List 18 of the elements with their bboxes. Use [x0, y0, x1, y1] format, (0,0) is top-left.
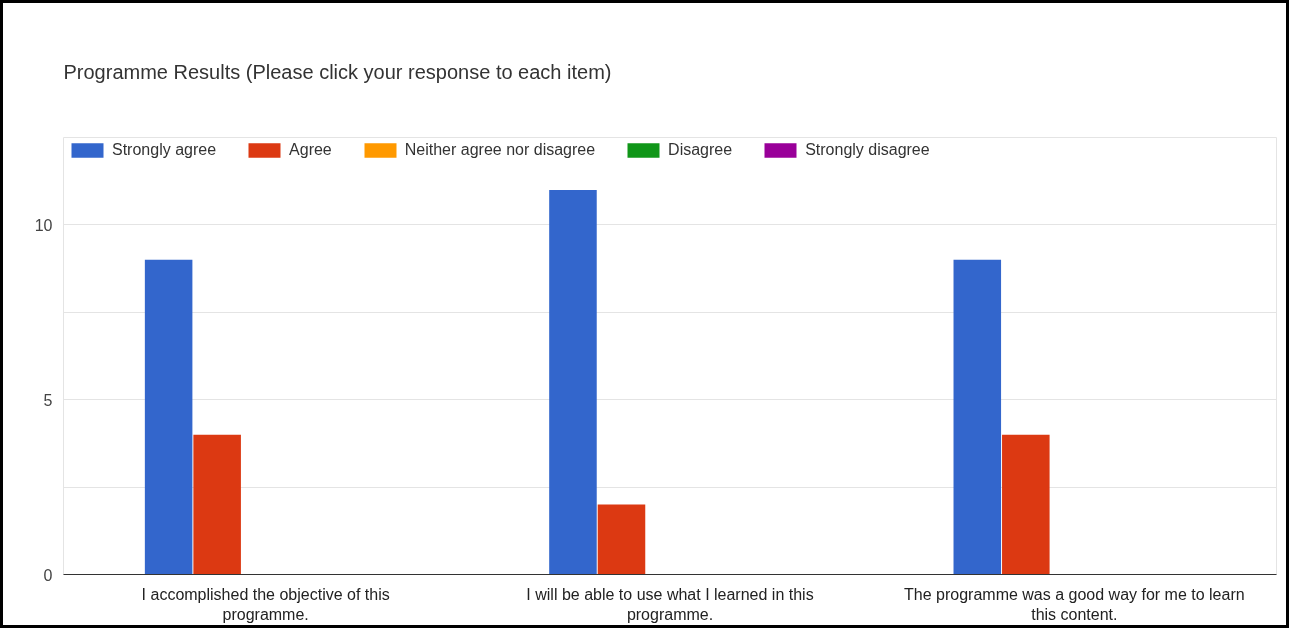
- y-tick-label: 0: [43, 566, 53, 584]
- bar: [953, 259, 1002, 575]
- bar: [1002, 434, 1050, 575]
- legend-label: Neither agree nor disagree: [404, 141, 596, 159]
- y-tick-label: 10: [34, 216, 53, 234]
- legend-label: Strongly disagree: [805, 141, 930, 159]
- chart-title: Programme Results (Please click your response to each item): [63, 60, 612, 83]
- x-tick-label: I will be able to use what I learned in this programme.: [526, 585, 814, 623]
- bar: [193, 434, 241, 575]
- bar: [549, 189, 597, 575]
- y-tick-label: 5: [43, 391, 53, 409]
- x-tick-label: I accomplished the objective of this programme.: [141, 585, 390, 623]
- legend-label: Strongly agree: [112, 141, 217, 159]
- legend-label: Disagree: [668, 141, 733, 159]
- bar: [597, 504, 646, 575]
- legend-label: Agree: [289, 141, 332, 159]
- bar: [144, 259, 193, 575]
- x-tick-label: The programme was a good way for me to learn this content.: [904, 585, 1245, 623]
